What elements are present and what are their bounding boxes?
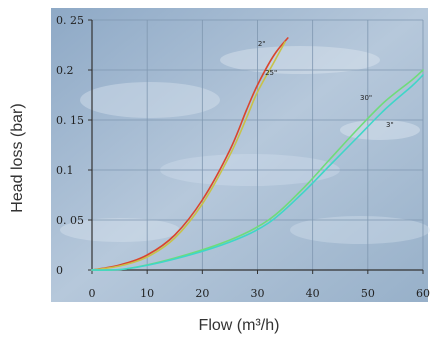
series-label: 3" xyxy=(386,121,394,129)
series-label: 2" xyxy=(258,40,266,48)
axes xyxy=(88,19,424,274)
series-line xyxy=(91,74,424,271)
x-tick-label: 60 xyxy=(416,287,430,300)
y-tick-label: 0.2 xyxy=(56,64,74,77)
x-axis-title: Flow (m³/h) xyxy=(199,317,280,334)
x-tick-label: 50 xyxy=(361,287,375,300)
x-tick-label: 40 xyxy=(306,287,320,300)
y-tick-label: 0. 25 xyxy=(56,14,84,27)
series-line xyxy=(91,41,286,271)
plot-background xyxy=(51,8,430,302)
series-label: 30" xyxy=(360,94,372,102)
y-tick-label: 0. 05 xyxy=(56,214,84,227)
tick-labels: 0 10 20 30 40 50 60 0 0. 05 0.1 0. 15 0.2 0. 25 xyxy=(56,14,430,300)
x-tick-label: 0 xyxy=(89,287,96,300)
y-axis-title: Head loss (bar) xyxy=(9,103,26,212)
series-line xyxy=(91,37,289,271)
x-tick-label: 30 xyxy=(251,287,265,300)
x-tick-label: 10 xyxy=(140,287,154,300)
y-tick-label: 0. 15 xyxy=(56,114,84,127)
series-lines xyxy=(91,37,424,271)
series-labels: 2" 25" 30" 3" xyxy=(258,40,394,129)
series-label: 25" xyxy=(265,69,277,77)
y-tick-label: 0.1 xyxy=(56,164,74,177)
x-tick-label: 20 xyxy=(195,287,209,300)
grid xyxy=(92,19,424,270)
y-tick-label: 0 xyxy=(56,264,63,277)
